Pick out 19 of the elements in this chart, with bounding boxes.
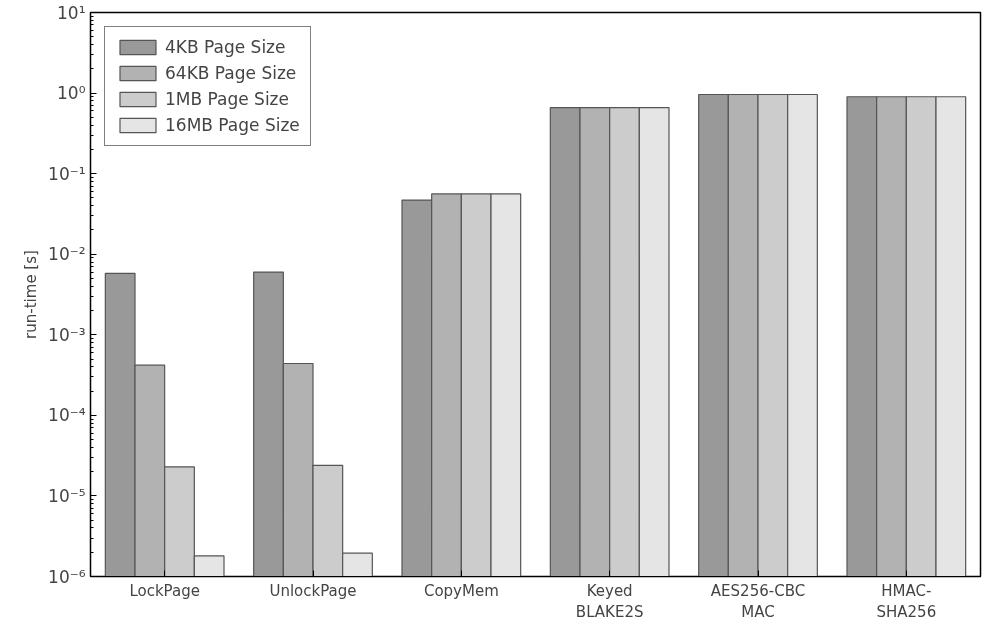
y-tick-label: 10⁻⁶ xyxy=(48,566,86,587)
legend-label: 1MB Page Size xyxy=(165,89,290,109)
y-tick-label: 10⁻³ xyxy=(48,324,86,345)
x-tick-label: CopyMem xyxy=(423,581,499,600)
x-tick-label: HMAC- SHA256 xyxy=(876,581,937,622)
y-tick-label: 10¹ xyxy=(57,2,86,23)
y-tick-label: 10⁻⁵ xyxy=(48,485,86,506)
x-tick-label: AES256-CBC MAC xyxy=(710,581,806,622)
y-tick-label: 10⁻⁴ xyxy=(48,405,86,426)
x-tick-label: Keyed BLAKE2S xyxy=(575,581,644,622)
y-axis-title: run-time [s] xyxy=(22,250,41,339)
x-tick-label: UnlockPage xyxy=(269,581,357,600)
x-tick-label: LockPage xyxy=(129,581,200,600)
legend-label: 64KB Page Size xyxy=(165,63,297,83)
y-tick-label: 10⁻¹ xyxy=(48,163,86,184)
legend-label: 4KB Page Size xyxy=(165,37,286,57)
y-tick-label: 10⁻² xyxy=(48,244,86,265)
y-tick-label: 10⁰ xyxy=(57,83,86,104)
legend-label: 16MB Page Size xyxy=(165,115,300,135)
